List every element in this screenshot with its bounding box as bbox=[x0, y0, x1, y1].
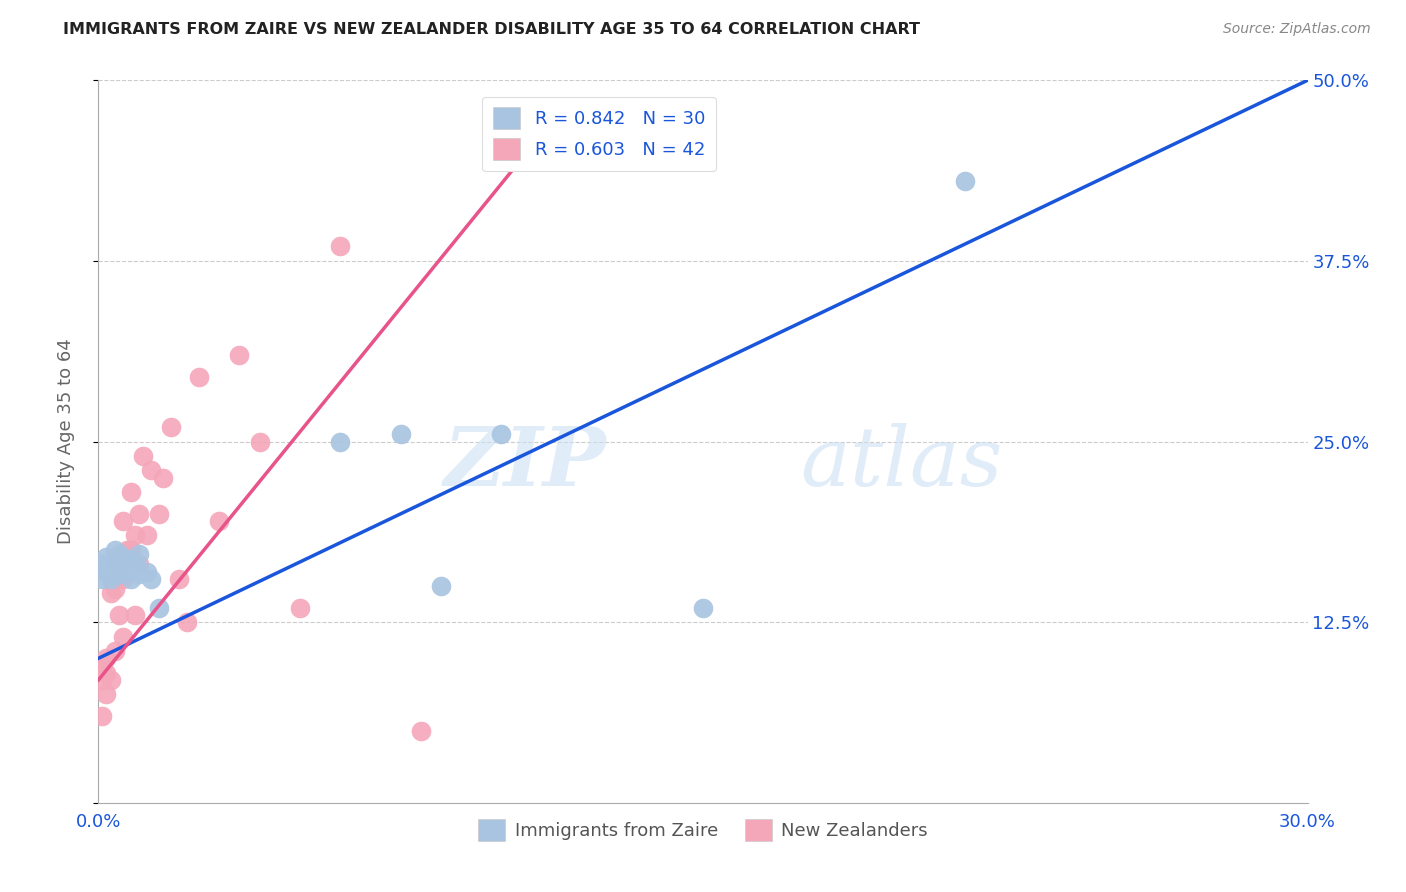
Point bbox=[103, 562, 125, 576]
Point bbox=[124, 558, 146, 572]
Point bbox=[148, 600, 170, 615]
Point bbox=[103, 553, 125, 567]
Point bbox=[228, 348, 250, 362]
Point bbox=[288, 600, 311, 615]
Point bbox=[103, 582, 125, 596]
Point bbox=[249, 434, 271, 449]
Point bbox=[91, 709, 114, 723]
Point bbox=[128, 547, 150, 561]
Point bbox=[100, 673, 122, 687]
Point bbox=[96, 687, 118, 701]
Point bbox=[96, 665, 118, 680]
Point bbox=[139, 463, 162, 477]
Point bbox=[103, 542, 125, 557]
Point bbox=[100, 558, 122, 572]
Point bbox=[208, 514, 231, 528]
Point bbox=[115, 565, 138, 579]
Point bbox=[176, 615, 198, 630]
Point bbox=[152, 470, 174, 484]
Point bbox=[111, 630, 134, 644]
Point bbox=[120, 553, 142, 567]
Point bbox=[107, 565, 129, 579]
Point bbox=[96, 651, 118, 665]
Point bbox=[103, 558, 125, 572]
Point bbox=[692, 600, 714, 615]
Point bbox=[111, 550, 134, 565]
Point bbox=[128, 567, 150, 582]
Point bbox=[409, 723, 432, 738]
Point bbox=[135, 528, 157, 542]
Point bbox=[111, 572, 134, 586]
Point bbox=[120, 542, 142, 557]
Point bbox=[491, 427, 513, 442]
Legend: Immigrants from Zaire, New Zealanders: Immigrants from Zaire, New Zealanders bbox=[471, 812, 935, 848]
Point bbox=[148, 507, 170, 521]
Point bbox=[128, 558, 150, 572]
Text: atlas: atlas bbox=[800, 423, 1002, 503]
Point bbox=[107, 550, 129, 565]
Point bbox=[124, 528, 146, 542]
Point bbox=[111, 562, 134, 576]
Y-axis label: Disability Age 35 to 64: Disability Age 35 to 64 bbox=[56, 339, 75, 544]
Point bbox=[188, 369, 211, 384]
Point bbox=[107, 607, 129, 622]
Point bbox=[124, 607, 146, 622]
Text: Source: ZipAtlas.com: Source: ZipAtlas.com bbox=[1223, 22, 1371, 37]
Point bbox=[91, 658, 114, 673]
Point bbox=[111, 514, 134, 528]
Point bbox=[96, 565, 118, 579]
Point bbox=[139, 572, 162, 586]
Point bbox=[128, 507, 150, 521]
Point bbox=[100, 567, 122, 582]
Point bbox=[329, 239, 352, 253]
Point bbox=[96, 550, 118, 565]
Point bbox=[100, 572, 122, 586]
Point bbox=[91, 558, 114, 572]
Point bbox=[135, 565, 157, 579]
Point bbox=[115, 542, 138, 557]
Point bbox=[389, 427, 412, 442]
Point bbox=[329, 434, 352, 449]
Point bbox=[167, 572, 190, 586]
Point bbox=[100, 572, 122, 586]
Point bbox=[107, 547, 129, 561]
Point bbox=[91, 572, 114, 586]
Point bbox=[953, 174, 976, 188]
Point bbox=[91, 673, 114, 687]
Point bbox=[100, 586, 122, 600]
Point bbox=[107, 558, 129, 572]
Text: ZIP: ZIP bbox=[444, 423, 606, 503]
Point bbox=[120, 485, 142, 500]
Point bbox=[115, 558, 138, 572]
Point bbox=[103, 644, 125, 658]
Point bbox=[107, 567, 129, 582]
Point bbox=[132, 449, 155, 463]
Point bbox=[430, 579, 453, 593]
Point bbox=[160, 420, 183, 434]
Point bbox=[120, 572, 142, 586]
Text: IMMIGRANTS FROM ZAIRE VS NEW ZEALANDER DISABILITY AGE 35 TO 64 CORRELATION CHART: IMMIGRANTS FROM ZAIRE VS NEW ZEALANDER D… bbox=[63, 22, 921, 37]
Point bbox=[530, 102, 553, 116]
